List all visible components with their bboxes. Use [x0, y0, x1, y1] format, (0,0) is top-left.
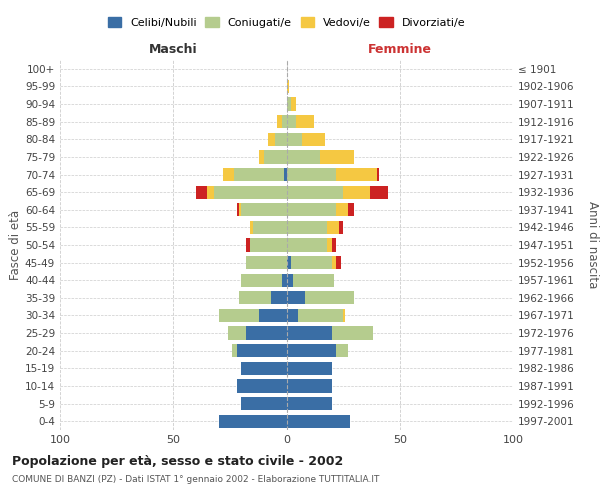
Bar: [343, 186, 370, 198]
Bar: [338, 221, 343, 234]
Bar: [293, 274, 334, 287]
Bar: [241, 362, 287, 375]
Bar: [236, 203, 239, 216]
Bar: [282, 274, 287, 287]
Bar: [239, 291, 271, 304]
Bar: [287, 150, 320, 164]
Bar: [337, 344, 347, 358]
Bar: [207, 186, 214, 198]
Bar: [287, 186, 343, 198]
Text: Maschi: Maschi: [149, 44, 197, 57]
Text: Femmine: Femmine: [368, 44, 432, 57]
Bar: [332, 256, 337, 269]
Bar: [291, 256, 332, 269]
Bar: [287, 98, 291, 110]
Bar: [214, 186, 287, 198]
Bar: [337, 168, 377, 181]
Bar: [287, 344, 337, 358]
Bar: [232, 344, 236, 358]
Bar: [239, 203, 241, 216]
Bar: [246, 326, 287, 340]
Bar: [287, 132, 302, 146]
Bar: [250, 221, 253, 234]
Bar: [282, 115, 287, 128]
Bar: [337, 256, 341, 269]
Bar: [377, 168, 379, 181]
Bar: [275, 132, 287, 146]
Bar: [343, 309, 346, 322]
Bar: [302, 132, 325, 146]
Bar: [287, 168, 337, 181]
Bar: [298, 309, 343, 322]
Bar: [223, 168, 235, 181]
Bar: [287, 80, 289, 93]
Bar: [287, 397, 332, 410]
Bar: [259, 309, 287, 322]
Bar: [287, 238, 327, 252]
Bar: [370, 186, 388, 198]
Bar: [264, 150, 287, 164]
Bar: [287, 380, 332, 392]
Bar: [287, 274, 293, 287]
Bar: [253, 221, 287, 234]
Bar: [327, 238, 332, 252]
Bar: [291, 98, 296, 110]
Text: COMUNE DI BANZI (PZ) - Dati ISTAT 1° gennaio 2002 - Elaborazione TUTTITALIA.IT: COMUNE DI BANZI (PZ) - Dati ISTAT 1° gen…: [12, 475, 379, 484]
Bar: [287, 256, 291, 269]
Y-axis label: Anni di nascita: Anni di nascita: [586, 202, 599, 288]
Bar: [287, 414, 350, 428]
Bar: [235, 168, 284, 181]
Bar: [241, 274, 282, 287]
Bar: [287, 362, 332, 375]
Bar: [287, 309, 298, 322]
Bar: [327, 221, 338, 234]
Bar: [250, 238, 287, 252]
Bar: [320, 150, 355, 164]
Bar: [246, 256, 287, 269]
Bar: [287, 291, 305, 304]
Bar: [271, 291, 287, 304]
Bar: [241, 397, 287, 410]
Bar: [305, 291, 355, 304]
Bar: [347, 203, 355, 216]
Bar: [284, 168, 287, 181]
Text: Popolazione per età, sesso e stato civile - 2002: Popolazione per età, sesso e stato civil…: [12, 455, 343, 468]
Bar: [236, 344, 287, 358]
Bar: [218, 414, 287, 428]
Bar: [241, 203, 287, 216]
Bar: [296, 115, 314, 128]
Bar: [287, 203, 337, 216]
Bar: [277, 115, 282, 128]
Legend: Celibi/Nubili, Coniugati/e, Vedovi/e, Divorziati/e: Celibi/Nubili, Coniugati/e, Vedovi/e, Di…: [107, 18, 466, 28]
Bar: [287, 115, 296, 128]
Y-axis label: Fasce di età: Fasce di età: [9, 210, 22, 280]
Bar: [236, 380, 287, 392]
Bar: [227, 326, 246, 340]
Bar: [246, 238, 250, 252]
Bar: [196, 186, 207, 198]
Bar: [337, 203, 347, 216]
Bar: [268, 132, 275, 146]
Bar: [332, 326, 373, 340]
Bar: [218, 309, 259, 322]
Bar: [259, 150, 264, 164]
Bar: [332, 238, 337, 252]
Bar: [287, 221, 327, 234]
Bar: [287, 326, 332, 340]
